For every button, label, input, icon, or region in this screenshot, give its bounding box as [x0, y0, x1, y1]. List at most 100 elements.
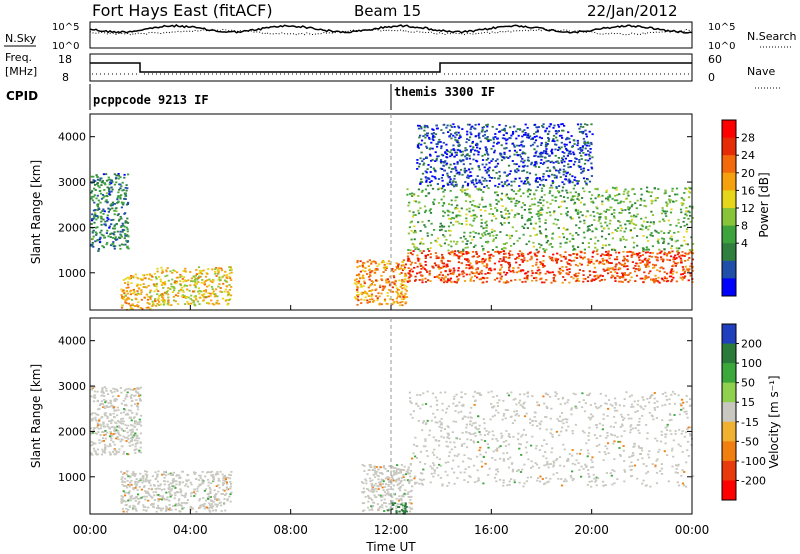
power-cell — [569, 264, 572, 267]
power-cell — [526, 260, 529, 262]
power-cell — [424, 277, 427, 280]
power-cell — [465, 217, 468, 220]
power-cell — [641, 277, 644, 280]
power-cell — [535, 189, 538, 192]
power-cell — [443, 161, 446, 163]
power-cell — [193, 284, 196, 286]
power-cell — [145, 306, 148, 309]
velocity-cell — [109, 431, 112, 433]
power-cell — [474, 244, 477, 247]
power-cell — [469, 163, 472, 165]
power-cell — [545, 127, 548, 130]
power-cell — [382, 285, 385, 288]
power-cell — [469, 279, 472, 282]
power-cell — [459, 168, 463, 171]
power-cell — [123, 176, 126, 179]
power-cell — [367, 265, 370, 268]
power-cell — [574, 256, 577, 259]
power-cell — [124, 192, 127, 195]
power-cell — [535, 135, 538, 138]
power-cell — [594, 271, 597, 273]
velocity-cell — [209, 492, 212, 495]
power-cell — [483, 166, 486, 169]
power-cell — [184, 284, 187, 287]
power-cell — [630, 256, 633, 258]
power-cell — [439, 225, 442, 228]
power-cell — [609, 195, 612, 198]
velocity-cell — [401, 484, 404, 487]
power-cell — [469, 235, 472, 238]
power-cell — [488, 258, 491, 261]
power-cell — [575, 224, 578, 227]
power-cell — [454, 139, 457, 141]
power-cell — [166, 302, 169, 305]
velocity-cell — [101, 387, 104, 389]
power-cell — [459, 136, 462, 139]
power-cell — [590, 258, 593, 261]
power-cell — [664, 210, 667, 213]
velocity-cell — [377, 508, 380, 511]
power-cell — [113, 245, 116, 248]
power-cell — [198, 292, 201, 295]
power-cell — [192, 301, 195, 304]
power-cell — [391, 281, 394, 284]
velocity-cell — [362, 491, 365, 494]
power-cell — [589, 214, 592, 217]
power-cell — [625, 258, 628, 261]
velocity-cell — [223, 489, 226, 492]
velocity-cell — [399, 489, 402, 492]
power-cell — [469, 231, 472, 234]
power-cell — [624, 246, 627, 248]
power-cell — [560, 123, 563, 126]
power-cell — [403, 266, 407, 269]
power-cell — [626, 192, 629, 195]
power-cell — [354, 279, 357, 282]
velocity-cell — [105, 400, 108, 402]
power-cell — [620, 263, 624, 266]
power-cell — [619, 229, 622, 232]
power-cell — [559, 269, 562, 271]
power-cell — [149, 298, 152, 300]
power-cell — [394, 284, 397, 287]
power-cell — [121, 243, 124, 246]
power-cell — [472, 230, 475, 233]
power-cell — [134, 293, 137, 296]
power-cell — [536, 129, 539, 132]
velocity-cell — [216, 473, 220, 475]
power-cell — [680, 261, 683, 264]
velocity-cell — [123, 477, 127, 480]
velocity-cell — [389, 509, 392, 511]
power-cell — [401, 284, 404, 286]
power-cell — [162, 287, 165, 289]
power-cell — [440, 129, 443, 131]
power-cell — [569, 180, 572, 183]
velocity-cell — [94, 442, 97, 445]
power-cell — [112, 241, 115, 243]
power-cell — [190, 294, 193, 297]
power-cell — [480, 214, 483, 217]
power-cell — [471, 255, 474, 258]
power-cell — [646, 186, 649, 189]
power-cell — [440, 147, 443, 150]
power-cell — [541, 281, 544, 284]
power-cell — [614, 280, 617, 282]
power-cell — [599, 222, 602, 225]
power-cell — [618, 280, 621, 283]
power-cell — [167, 279, 170, 282]
power-cell — [574, 157, 577, 160]
power-cell — [591, 230, 594, 233]
power-cell — [452, 180, 455, 183]
power-cell — [194, 274, 197, 277]
velocity-cell — [207, 481, 210, 484]
velocity-cell — [122, 399, 125, 402]
power-cell — [124, 212, 127, 214]
power-cell — [600, 212, 603, 215]
velocity-cell — [126, 436, 129, 439]
power-cell — [404, 292, 407, 295]
velocity-cell — [124, 504, 127, 506]
power-cell — [670, 208, 673, 211]
power-cell — [94, 214, 97, 217]
power-cell — [546, 201, 549, 204]
power-cell — [126, 240, 130, 242]
velocity-cell — [213, 489, 216, 492]
